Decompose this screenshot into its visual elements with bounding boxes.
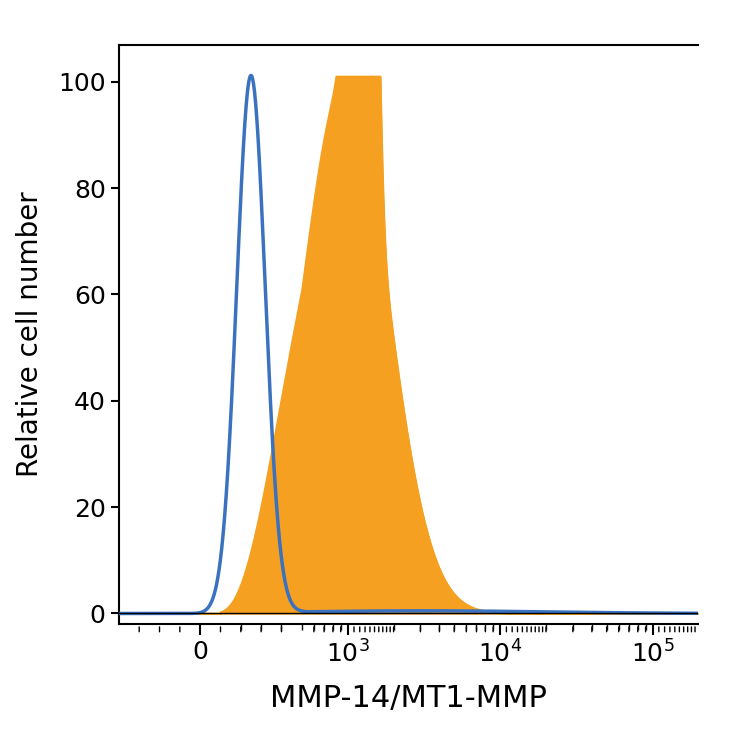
Y-axis label: Relative cell number: Relative cell number (16, 192, 44, 477)
X-axis label: MMP-14/MT1-MMP: MMP-14/MT1-MMP (270, 684, 547, 713)
